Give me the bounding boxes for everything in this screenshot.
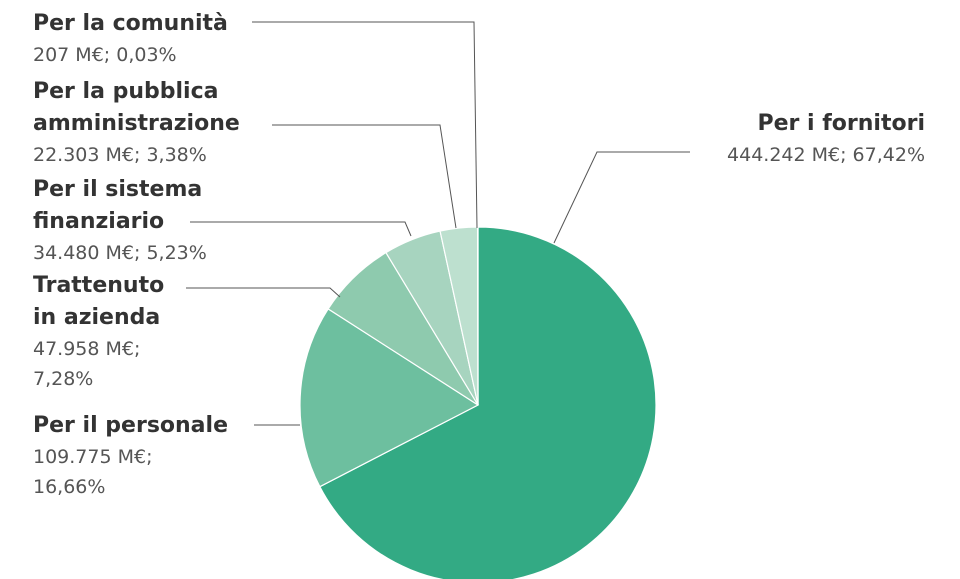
value-label: 207 M€; 0,03% [33, 44, 177, 66]
category-label: Per la comunità [33, 11, 228, 36]
leader-line [186, 287, 341, 298]
category-label: Trattenuto in azienda [33, 273, 165, 330]
label: Per il sistema finanziario 34.480 M€; 5,… [33, 174, 243, 268]
category-label: Per i fornitori [757, 111, 925, 136]
category-label: Per il sistema finanziario [33, 177, 203, 234]
pie-slice [319, 226, 657, 579]
leader-line [252, 21, 478, 229]
leader-line [553, 151, 690, 244]
value-label: 47.958 M€; 7,28% [33, 338, 141, 390]
label: Trattenuto in azienda 47.958 M€; 7,28% [33, 270, 193, 394]
category-label: Per il personale [33, 413, 228, 438]
leader-line [190, 221, 412, 237]
label: Per il personale 109.775 M€; 16,66% [33, 410, 263, 502]
pie-slice [299, 308, 480, 488]
value-label: 109.775 M€; 16,66% [33, 446, 153, 498]
label: Per i fornitori 444.242 M€; 67,42% [645, 108, 925, 170]
leader-line [272, 124, 457, 229]
value-label: 22.303 M€; 3,38% [33, 144, 207, 166]
pie [299, 226, 657, 579]
label: Per la comunità 207 M€; 0,03% [33, 8, 273, 70]
value-label: 34.480 M€; 5,23% [33, 242, 207, 264]
label: Per la pubblica amministrazione 22.303 M… [33, 76, 283, 170]
value-label: 444.242 M€; 67,42% [727, 144, 925, 166]
category-label: Per la pubblica amministrazione [33, 79, 240, 136]
